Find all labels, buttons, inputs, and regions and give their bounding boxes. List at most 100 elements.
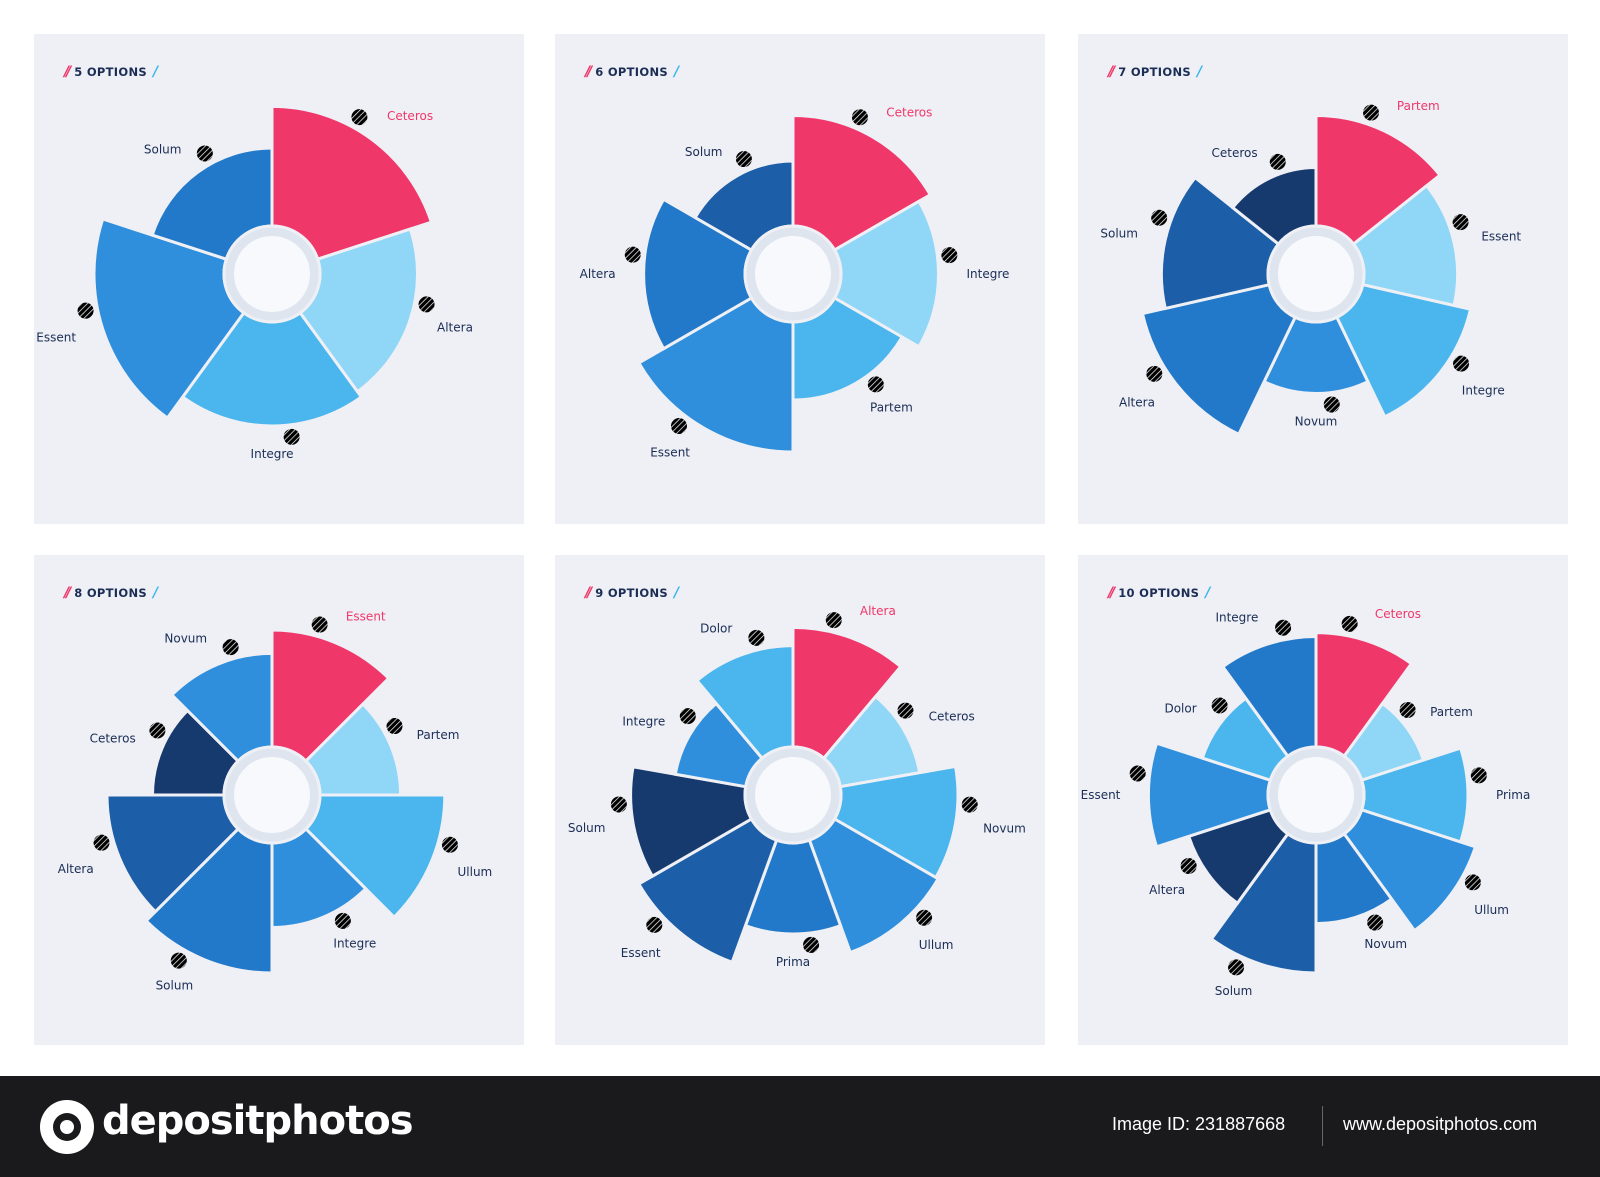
panel-header: // 10 OPTIONS / [1108, 585, 1210, 601]
marker-ullum [916, 909, 933, 926]
marker-ceteros [897, 702, 914, 719]
marker-ceteros [351, 109, 368, 126]
slash-decoration: // [1108, 585, 1115, 601]
panel-title: 8 OPTIONS [74, 586, 147, 600]
label-integre: Integre [1215, 611, 1258, 625]
panel-title: 7 OPTIONS [1118, 65, 1191, 79]
label-integre: Integre [251, 447, 294, 461]
marker-integre [679, 708, 696, 725]
label-novum: Novum [164, 631, 207, 645]
label-ceteros: Ceteros [90, 732, 136, 746]
label-altera: Altera [58, 862, 94, 876]
label-essent: Essent [36, 331, 76, 345]
label-altera: Altera [1149, 883, 1185, 897]
label-ceteros: Ceteros [886, 105, 932, 119]
center-hub [1278, 757, 1354, 833]
marker-solum [610, 796, 627, 813]
slash-decoration: // [64, 64, 71, 80]
label-ceteros: Ceteros [929, 710, 975, 724]
slash-decoration: // [585, 64, 592, 80]
label-essent: Essent [1081, 788, 1121, 802]
marker-integre [1275, 619, 1292, 636]
marker-novum [1367, 914, 1384, 931]
panel-title: 10 OPTIONS [1118, 586, 1200, 600]
panel-header: // 8 OPTIONS / [64, 585, 158, 601]
marker-partem [1363, 104, 1380, 121]
marker-partem [386, 718, 403, 735]
center-hub [755, 757, 831, 833]
label-novum: Novum [983, 822, 1026, 836]
image-id: Image ID: 231887668 [1112, 1114, 1286, 1134]
center-hub [234, 757, 310, 833]
panel-title: 9 OPTIONS [595, 586, 668, 600]
label-dolor: Dolor [700, 621, 732, 635]
slash-decoration: / [1196, 64, 1203, 80]
label-integre: Integre [333, 936, 376, 950]
label-solum: Solum [156, 978, 194, 992]
marker-solum [170, 952, 187, 969]
label-novum: Novum [1295, 415, 1338, 429]
marker-novum [1323, 396, 1340, 413]
marker-essent [670, 417, 687, 434]
marker-dolor [1211, 697, 1228, 714]
slash-decoration: / [1205, 585, 1211, 601]
label-solum: Solum [144, 142, 182, 156]
footer-bar: depositphotos Image ID: 231887668 www.de… [0, 1076, 1600, 1177]
label-prima: Prima [776, 955, 810, 969]
panel-header: // 5 OPTIONS / [64, 64, 158, 80]
center-hub [234, 236, 310, 312]
marker-altera [93, 834, 110, 851]
panel-title: 5 OPTIONS [74, 65, 147, 79]
marker-solum [735, 151, 752, 168]
chart-7-options: Partem Essent Integre Novum Altera Solum Ceter… [1100, 99, 1521, 437]
label-essent: Essent [1481, 229, 1521, 243]
label-prima: Prima [1496, 788, 1530, 802]
marker-integre [941, 247, 958, 264]
marker-ullum [1464, 874, 1481, 891]
marker-novum [222, 639, 239, 656]
panel-5-options: // 5 OPTIONS / Ceteros Altera Integre Essen… [34, 34, 524, 524]
brand-name: depositphotos [102, 1098, 414, 1144]
marker-altera [418, 296, 435, 313]
site-url: www.depositphotos.com [1343, 1114, 1538, 1134]
slash-decoration: / [673, 585, 680, 601]
slice-integre [1334, 282, 1473, 419]
slash-decoration: // [64, 585, 71, 601]
chart-10-options: Ceteros Partem Prima Ullum Novum Solum Altera E… [1081, 607, 1531, 998]
marker-solum [1151, 209, 1168, 226]
marker-integre [1453, 355, 1470, 372]
marker-altera [1146, 365, 1163, 382]
marker-solum [196, 145, 213, 162]
marker-solum [1228, 959, 1245, 976]
label-essent: Essent [346, 610, 386, 624]
marker-ceteros [1269, 153, 1286, 170]
chart-9-options: Altera Ceteros Novum Ullum Prima Essent Solum I… [568, 604, 1026, 969]
label-ullum: Ullum [458, 865, 493, 879]
chart-8-options: Essent Partem Ullum Integre Solum Altera Ceter… [58, 610, 493, 993]
label-partem: Partem [417, 728, 460, 742]
panel-7-options: // 7 OPTIONS / Partem Essent Integre Novum A… [1078, 34, 1568, 524]
slash-decoration: / [152, 64, 159, 80]
panel-title: 6 OPTIONS [595, 65, 668, 79]
label-dolor: Dolor [1164, 701, 1196, 715]
label-essent: Essent [621, 946, 661, 960]
chart-5-options: Ceteros Altera Integre Essent Solum [36, 104, 473, 461]
panel-9-options: // 9 OPTIONS / Altera Ceteros Novum Ullum Pr… [555, 555, 1045, 1045]
marker-prima [803, 936, 820, 953]
label-solum: Solum [685, 145, 723, 159]
marker-prima [1470, 767, 1487, 784]
marker-dolor [748, 629, 765, 646]
label-solum: Solum [1100, 226, 1138, 240]
slash-decoration: / [152, 585, 159, 601]
camera-logo-icon [40, 1100, 94, 1154]
marker-partem [867, 376, 884, 393]
marker-integre [334, 912, 351, 929]
panel-header: // 9 OPTIONS / [585, 585, 679, 601]
slash-decoration: / [673, 64, 680, 80]
marker-essent [311, 616, 328, 633]
label-integre: Integre [1462, 383, 1505, 397]
label-integre: Integre [622, 714, 665, 728]
label-ceteros: Ceteros [1212, 146, 1258, 160]
label-altera: Altera [860, 604, 896, 618]
label-partem: Partem [870, 400, 913, 414]
